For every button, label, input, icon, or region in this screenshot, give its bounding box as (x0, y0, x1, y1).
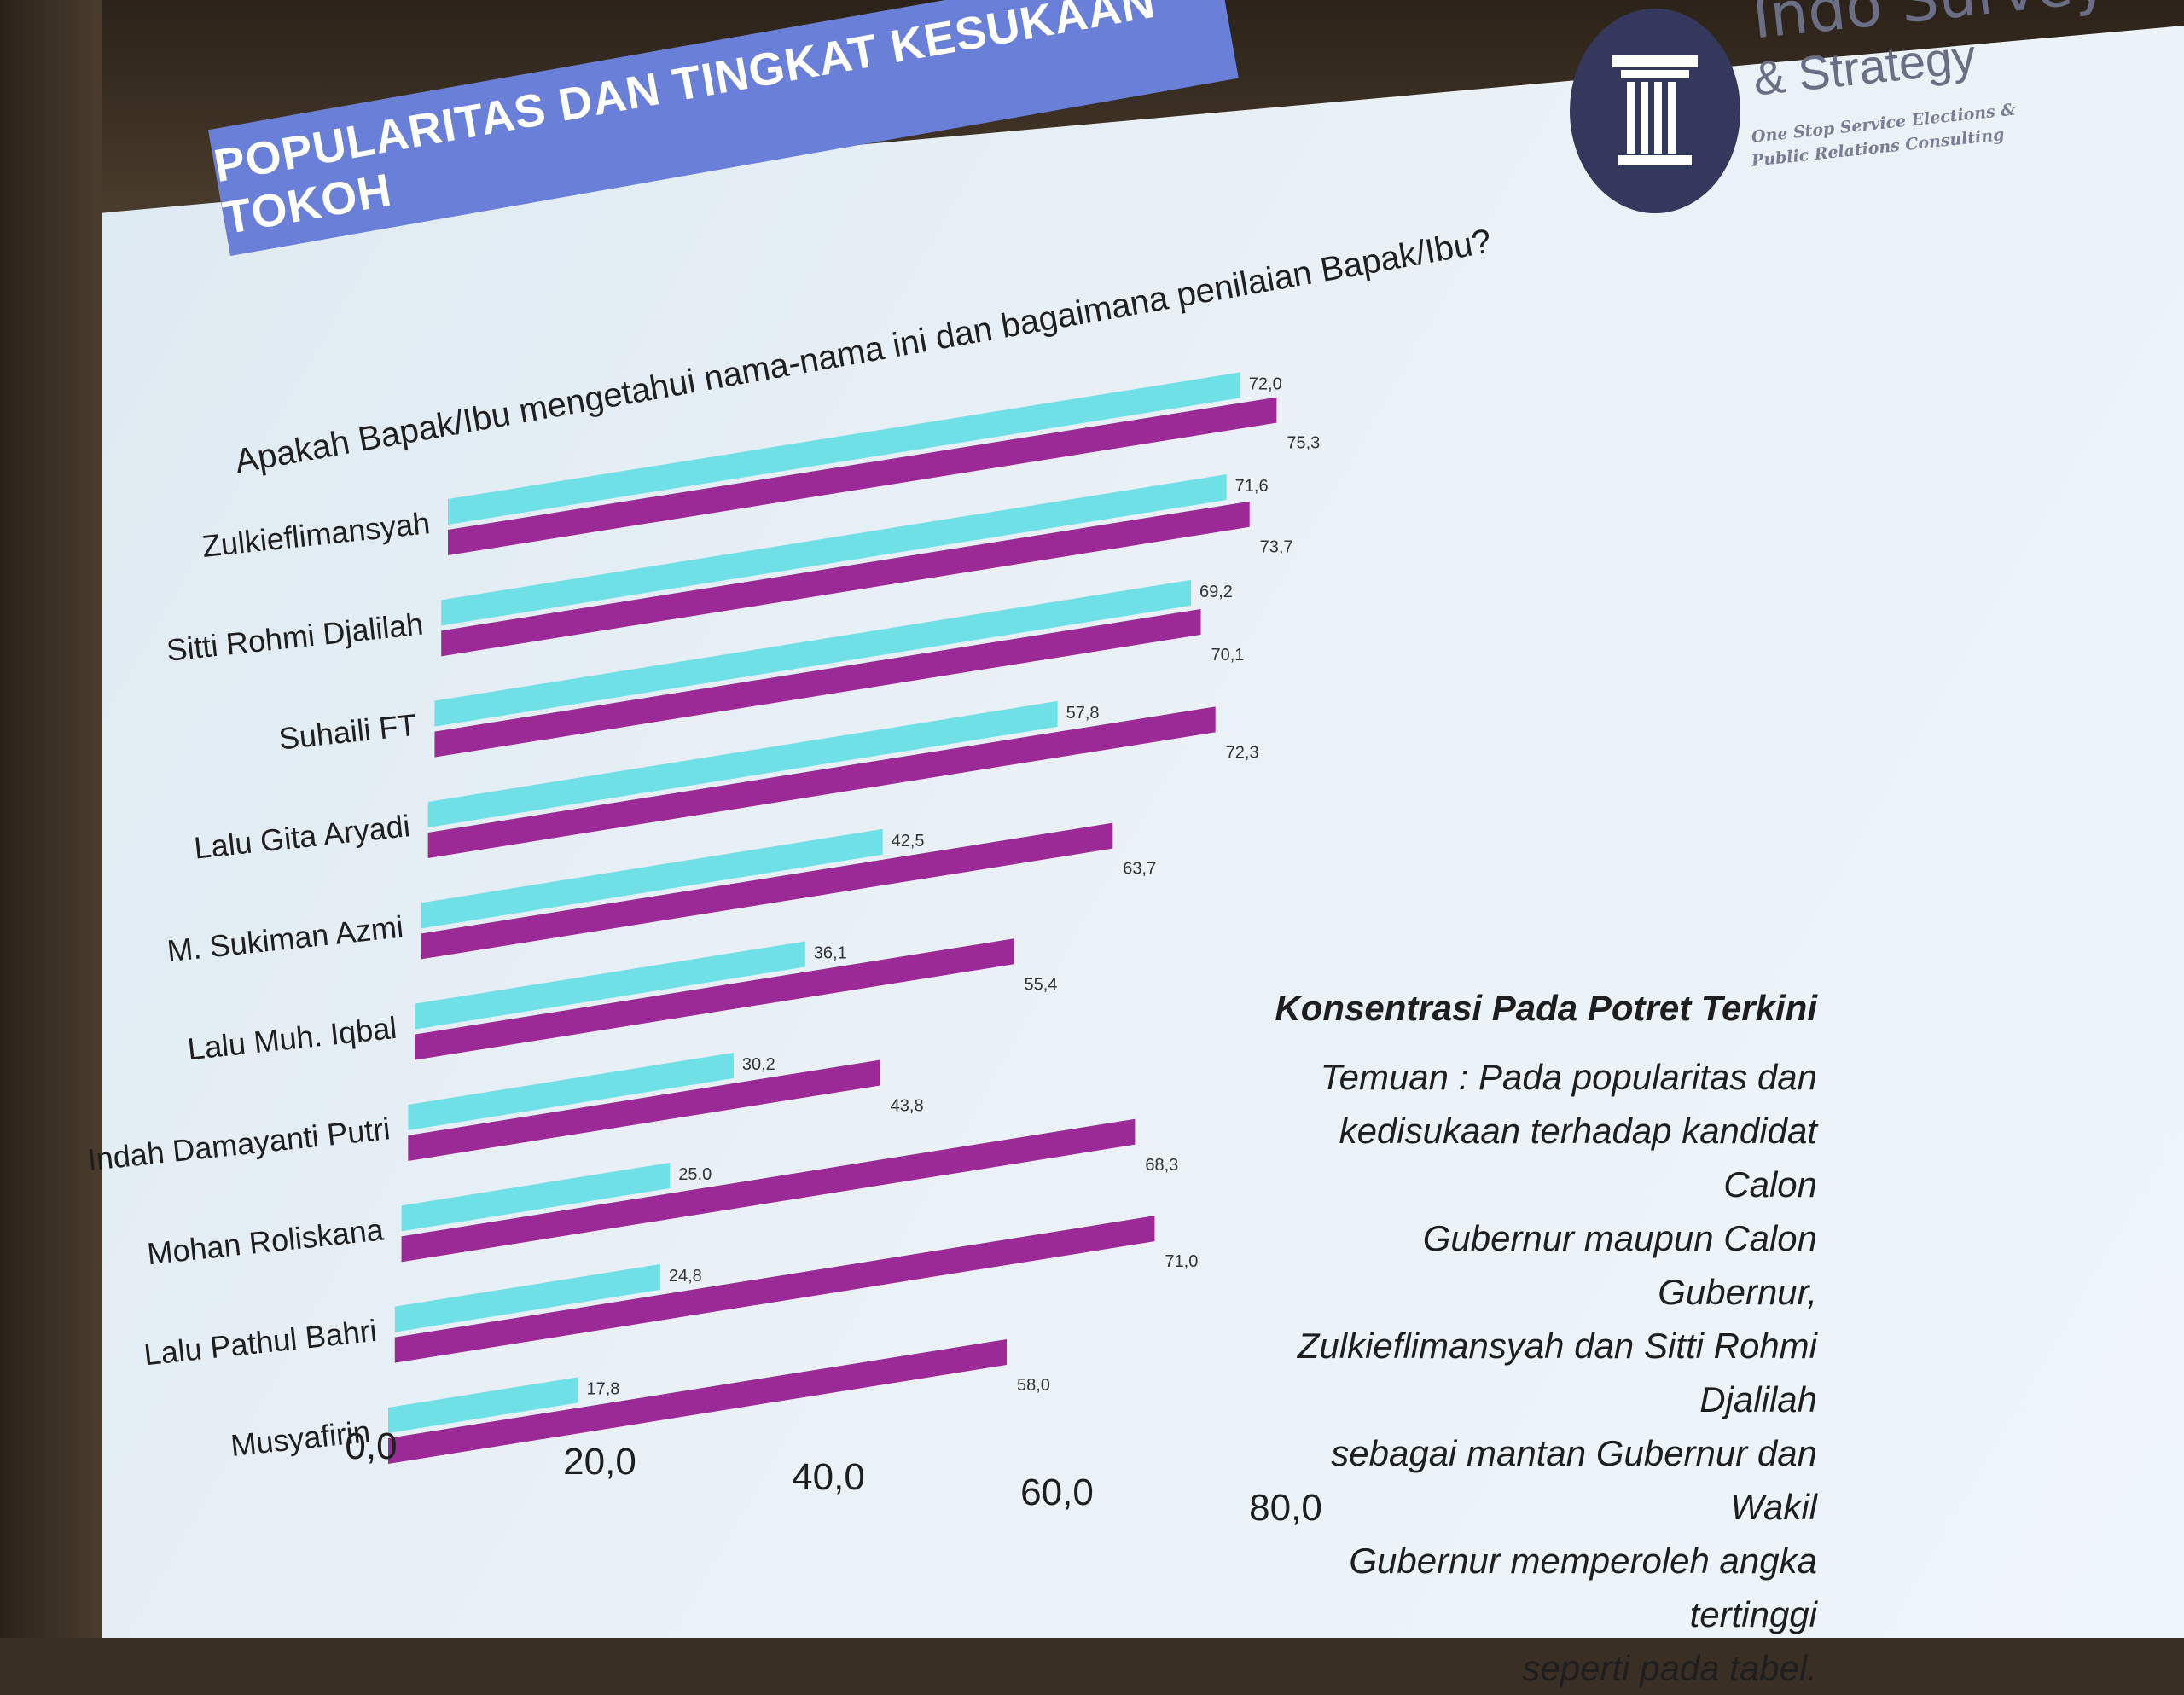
data-label: 24,8 (669, 1267, 702, 1286)
data-label: 71,6 (1235, 477, 1269, 496)
company-logo: Indo Survey & Strategy One Stop Service … (1570, 0, 2111, 222)
bar-series-1 (394, 1263, 660, 1332)
findings-line: sebagai mantan Gubernur dan Wakil (1331, 1433, 1817, 1527)
bar-series-1 (448, 372, 1240, 525)
data-label: 36,1 (814, 943, 847, 962)
data-label: 71,0 (1165, 1252, 1198, 1271)
category-label: Sitti Rohmi Djalilah (165, 607, 425, 668)
screen-edge-shadow (0, 0, 102, 1638)
data-label: 43,8 (891, 1096, 924, 1115)
x-tick-label: 60,0 (1020, 1472, 1094, 1513)
category-label: Zulkieflimansyah (200, 505, 432, 564)
bar-series-2 (408, 1059, 880, 1161)
category-label: M. Sukiman Azmi (166, 909, 405, 969)
bar-series-2 (441, 501, 1250, 657)
bar-series-1 (441, 474, 1227, 626)
data-label: 30,2 (742, 1055, 775, 1074)
category-label: Suhaili FT (277, 707, 418, 757)
findings-note: Konsentrasi Pada Potret Terkini Temuan :… (1254, 981, 1817, 1695)
category-label: Mohan Roliskana (145, 1211, 386, 1271)
bar-series-1 (421, 828, 883, 929)
bar-series-2 (448, 397, 1277, 555)
findings-heading: Konsentrasi Pada Potret Terkini (1275, 988, 1817, 1028)
bar-series-2 (427, 706, 1216, 858)
findings-line: Gubernur memperoleh angka tertinggi (1349, 1541, 1817, 1634)
x-tick-label: 80,0 (1249, 1487, 1322, 1529)
data-label: 72,0 (1249, 374, 1282, 393)
findings-line: seperti pada tabel. (1522, 1648, 1817, 1688)
data-label: 68,3 (1145, 1156, 1178, 1175)
bar-series-1 (415, 941, 805, 1030)
findings-line: Zulkieflimansyah dan Sitti Rohmi Djalila… (1297, 1326, 1817, 1419)
data-label: 69,2 (1199, 583, 1233, 601)
x-tick-label: 40,0 (792, 1456, 865, 1498)
findings-line: kedisukaan terhadap kandidat Calon (1339, 1111, 1817, 1204)
bar-series-1 (401, 1162, 671, 1232)
data-label: 70,1 (1211, 646, 1245, 665)
data-label: 25,0 (678, 1165, 712, 1184)
data-label: 58,0 (1017, 1376, 1050, 1395)
data-label: 17,8 (587, 1379, 620, 1398)
data-label: 57,8 (1066, 704, 1100, 723)
x-tick-label: 20,0 (563, 1441, 636, 1483)
bar-series-2 (434, 608, 1201, 758)
category-label: Indah Damayanti Putri (86, 1111, 392, 1177)
bar-series-1 (427, 700, 1058, 827)
bar-series-1 (408, 1052, 734, 1130)
data-label: 55,4 (1024, 975, 1057, 994)
bar-chart: 72,0 75,3 Zulkieflimansyah 71,6 73,7 Sitti Ro… (86, 372, 1322, 1529)
x-tick-label: 0,0 (345, 1425, 397, 1467)
bar-series-2 (394, 1216, 1155, 1363)
data-label: 72,3 (1226, 743, 1259, 762)
bar-series-2 (421, 822, 1113, 960)
pillar-icon (1612, 55, 1698, 165)
category-label: Lalu Muh. Iqbal (186, 1010, 398, 1067)
findings-line: Gubernur maupun Calon Gubernur, (1422, 1218, 1817, 1312)
data-label: 63,7 (1123, 860, 1156, 879)
bar-series-2 (388, 1339, 1007, 1464)
data-label: 42,5 (892, 832, 925, 850)
data-label: 75,3 (1287, 434, 1320, 453)
bar-series-2 (401, 1118, 1136, 1263)
bar-series-1 (434, 579, 1191, 727)
bar-series-1 (388, 1377, 578, 1433)
category-label: Lalu Gita Aryadi (192, 808, 411, 865)
findings-line: Temuan : Pada popularitas dan (1320, 1057, 1817, 1097)
data-label: 73,7 (1260, 538, 1293, 557)
bar-series-2 (415, 938, 1014, 1060)
category-label: Lalu Pathul Bahri (142, 1313, 379, 1372)
